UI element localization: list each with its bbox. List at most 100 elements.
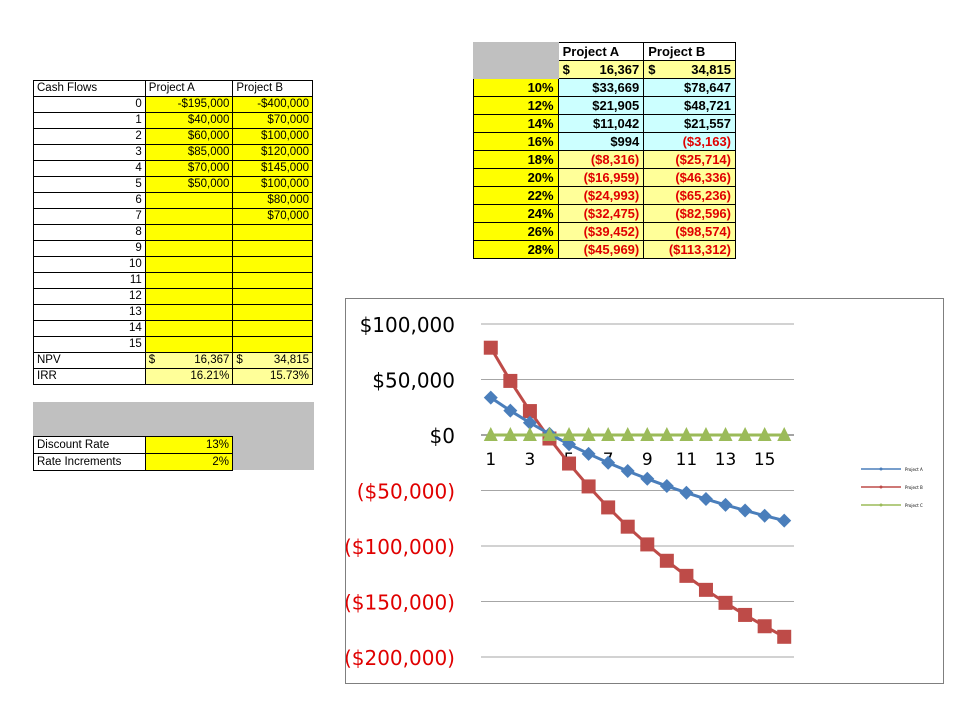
cashflow-project-a-cell[interactable]	[144, 304, 234, 321]
series-project-b-point	[698, 582, 713, 597]
x-tick-label: 13	[715, 450, 737, 470]
series-project-b-point	[562, 456, 577, 471]
legend-label-project-c: Project C	[905, 503, 923, 508]
cashflow-row: 11	[33, 272, 313, 289]
rate-cell: 14%	[473, 114, 559, 133]
cashflow-project-a-cell[interactable]: $70,000	[144, 160, 234, 177]
series-project-a-point	[640, 471, 655, 486]
npv-project-a-cell: $33,669	[557, 78, 645, 97]
npv-project-b-cell: $78,647	[643, 78, 736, 97]
cashflow-project-a-cell[interactable]	[144, 320, 234, 337]
npv-project-b-cell: ($113,312)	[643, 240, 736, 259]
cashflow-project-a-cell[interactable]	[144, 272, 234, 289]
series-project-c-point	[483, 427, 498, 441]
cashflow-project-a-cell[interactable]	[144, 336, 234, 353]
cashflow-project-b-cell[interactable]	[232, 224, 313, 241]
period-cell: 13	[33, 304, 146, 321]
cashflow-project-a-cell[interactable]	[144, 288, 234, 305]
series-project-c-point	[562, 427, 577, 441]
series-project-b-point	[640, 537, 655, 552]
npv-project-b-cell: ($25,714)	[643, 150, 736, 169]
series-project-a-point	[581, 446, 596, 461]
series-project-c-point	[698, 427, 713, 441]
cashflow-project-a-cell[interactable]	[144, 240, 234, 257]
rate-cell: 20%	[473, 168, 559, 187]
cashflow-row: 12	[33, 288, 313, 305]
cashflow-project-a-cell[interactable]: $85,000	[144, 144, 234, 161]
header-project-b: Project B	[232, 80, 313, 97]
period-cell: 14	[33, 320, 146, 337]
series-project-b-point	[679, 568, 694, 583]
series-project-c-point	[777, 427, 792, 441]
cashflow-project-b-cell[interactable]: $100,000	[232, 128, 313, 145]
cashflow-project-b-cell[interactable]: -$400,000	[232, 96, 313, 113]
cashflow-project-a-cell[interactable]	[144, 224, 234, 241]
series-project-c-point	[679, 427, 694, 441]
npv-project-b-cell: ($98,574)	[643, 222, 736, 241]
cashflow-project-a-cell[interactable]: -$195,000	[144, 96, 234, 113]
cashflow-row: 8	[33, 224, 313, 241]
npv-profile-table: Project A Project B $16,367 $34,815 10% $…	[473, 42, 736, 259]
npv-profile-row: 14% $11,042 $21,557	[473, 114, 736, 133]
cashflow-project-a-cell[interactable]	[144, 256, 234, 273]
series-project-a-line	[489, 396, 785, 523]
y-tick-label: $0	[430, 424, 455, 448]
y-tick-label: $100,000	[360, 313, 455, 337]
npv-project-a-cell: ($8,316)	[557, 150, 645, 169]
cashflow-project-b-cell[interactable]	[232, 320, 313, 337]
cashflow-project-a-cell[interactable]	[144, 192, 234, 209]
legend-marker-project-b	[879, 485, 883, 489]
cashflow-project-b-cell[interactable]: $145,000	[232, 160, 313, 177]
npv-project-b[interactable]: $34,815	[232, 352, 313, 369]
cashflow-project-a-cell[interactable]	[144, 208, 234, 225]
period-cell: 9	[33, 240, 146, 257]
irr-label: IRR	[33, 368, 146, 385]
cashflow-project-b-cell[interactable]: $80,000	[232, 192, 313, 209]
rate-cell: 28%	[473, 240, 559, 259]
cashflow-project-a-cell[interactable]: $40,000	[144, 112, 234, 129]
cashflow-project-b-cell[interactable]: $70,000	[232, 112, 313, 129]
cashflow-project-b-cell[interactable]	[232, 304, 313, 321]
rate-cell: 16%	[473, 132, 559, 151]
cashflow-row: 9	[33, 240, 313, 257]
cashflow-project-a-cell[interactable]: $60,000	[144, 128, 234, 145]
npv-project-a-cell: ($24,993)	[557, 186, 645, 205]
period-cell: 12	[33, 288, 146, 305]
series-project-a-point	[698, 492, 713, 507]
npv-profile-row: 26% ($39,452) ($98,574)	[473, 222, 736, 241]
discount-rate-input[interactable]: 13%	[144, 436, 234, 454]
series-project-c-point	[601, 427, 616, 441]
cashflow-project-b-cell[interactable]	[232, 336, 313, 353]
period-cell: 10	[33, 256, 146, 273]
series-project-c-point	[659, 427, 674, 441]
npv-profile-corner	[473, 42, 559, 79]
rate-cell: 10%	[473, 78, 559, 97]
irr-project-a[interactable]: 16.21%	[144, 368, 234, 385]
npv-profile-row: 22% ($24,993) ($65,236)	[473, 186, 736, 205]
cashflow-project-b-cell[interactable]: $100,000	[232, 176, 313, 193]
cashflow-project-b-cell[interactable]	[232, 256, 313, 273]
cashflow-project-b-cell[interactable]	[232, 272, 313, 289]
npv-project-a-cell: $11,042	[557, 114, 645, 133]
npv-project-a-cell: ($32,475)	[557, 204, 645, 223]
npv-profile-header-a: Project A	[557, 42, 645, 61]
cashflow-project-a-cell[interactable]: $50,000	[144, 176, 234, 193]
series-project-c-point	[718, 427, 733, 441]
cashflow-project-b-cell[interactable]	[232, 240, 313, 257]
npv-project-a[interactable]: $16,367	[144, 352, 234, 369]
series-project-c-point	[640, 427, 655, 441]
series-project-b-point	[620, 519, 635, 534]
x-tick-label: 3	[524, 450, 535, 470]
x-tick-label: 9	[642, 450, 653, 470]
rate-increments-input[interactable]: 2%	[144, 453, 234, 471]
npv-profile-base-b: $34,815	[643, 60, 736, 79]
cashflow-project-b-cell[interactable]: $120,000	[232, 144, 313, 161]
cashflow-project-b-cell[interactable]: $70,000	[232, 208, 313, 225]
series-project-b-point	[659, 553, 674, 568]
cashflow-project-b-cell[interactable]	[232, 288, 313, 305]
series-project-c-point	[738, 427, 753, 441]
period-cell: 1	[33, 112, 146, 129]
npv-profile-row: 12% $21,905 $48,721	[473, 96, 736, 115]
irr-project-b[interactable]: 15.73%	[232, 368, 313, 385]
y-tick-label: ($200,000)	[346, 646, 455, 670]
